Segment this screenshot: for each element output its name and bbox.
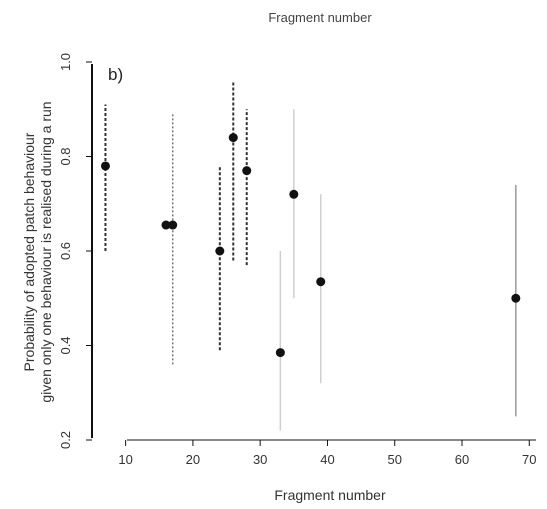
data-point [100, 161, 110, 171]
panel-label: b) [108, 65, 123, 84]
data-point [275, 348, 285, 358]
x-axis-label: Fragment number [274, 487, 386, 503]
data-point [511, 293, 521, 303]
y-tick-label: 1.0 [58, 53, 73, 71]
x-tick-label: 40 [320, 452, 334, 467]
y-tick-label: 0.8 [58, 147, 73, 165]
error-bar-group [104, 80, 517, 431]
y-axis-label-line-1: Probability of adopted patch behaviour [21, 132, 37, 371]
data-point [168, 220, 178, 230]
y-tick-label: 0.6 [58, 242, 73, 260]
x-tick-label: 50 [387, 452, 401, 467]
x-tick-label: 10 [118, 452, 132, 467]
data-point [242, 166, 252, 176]
x-tick-label: 60 [455, 452, 469, 467]
x-tick-label: 20 [186, 452, 200, 467]
data-point [228, 133, 238, 143]
x-tick-label: 30 [253, 452, 267, 467]
point-group [100, 133, 521, 358]
header-text: Fragment number [268, 10, 372, 25]
x-tick-label: 70 [522, 452, 536, 467]
y-axis-label-line-2: given only one behaviour is realised dur… [38, 101, 54, 402]
y-axis-label: Probability of adopted patch behaviour g… [21, 101, 54, 402]
y-tick-label: 0.2 [58, 431, 73, 449]
data-point [215, 246, 225, 256]
data-point [161, 220, 171, 230]
data-point [316, 277, 326, 287]
tick-group: 10 20 30 40 50 60 70 0.2 0.4 0.6 0.8 1.0 [58, 53, 537, 467]
data-point [289, 189, 299, 199]
y-tick-label: 0.4 [58, 336, 73, 354]
